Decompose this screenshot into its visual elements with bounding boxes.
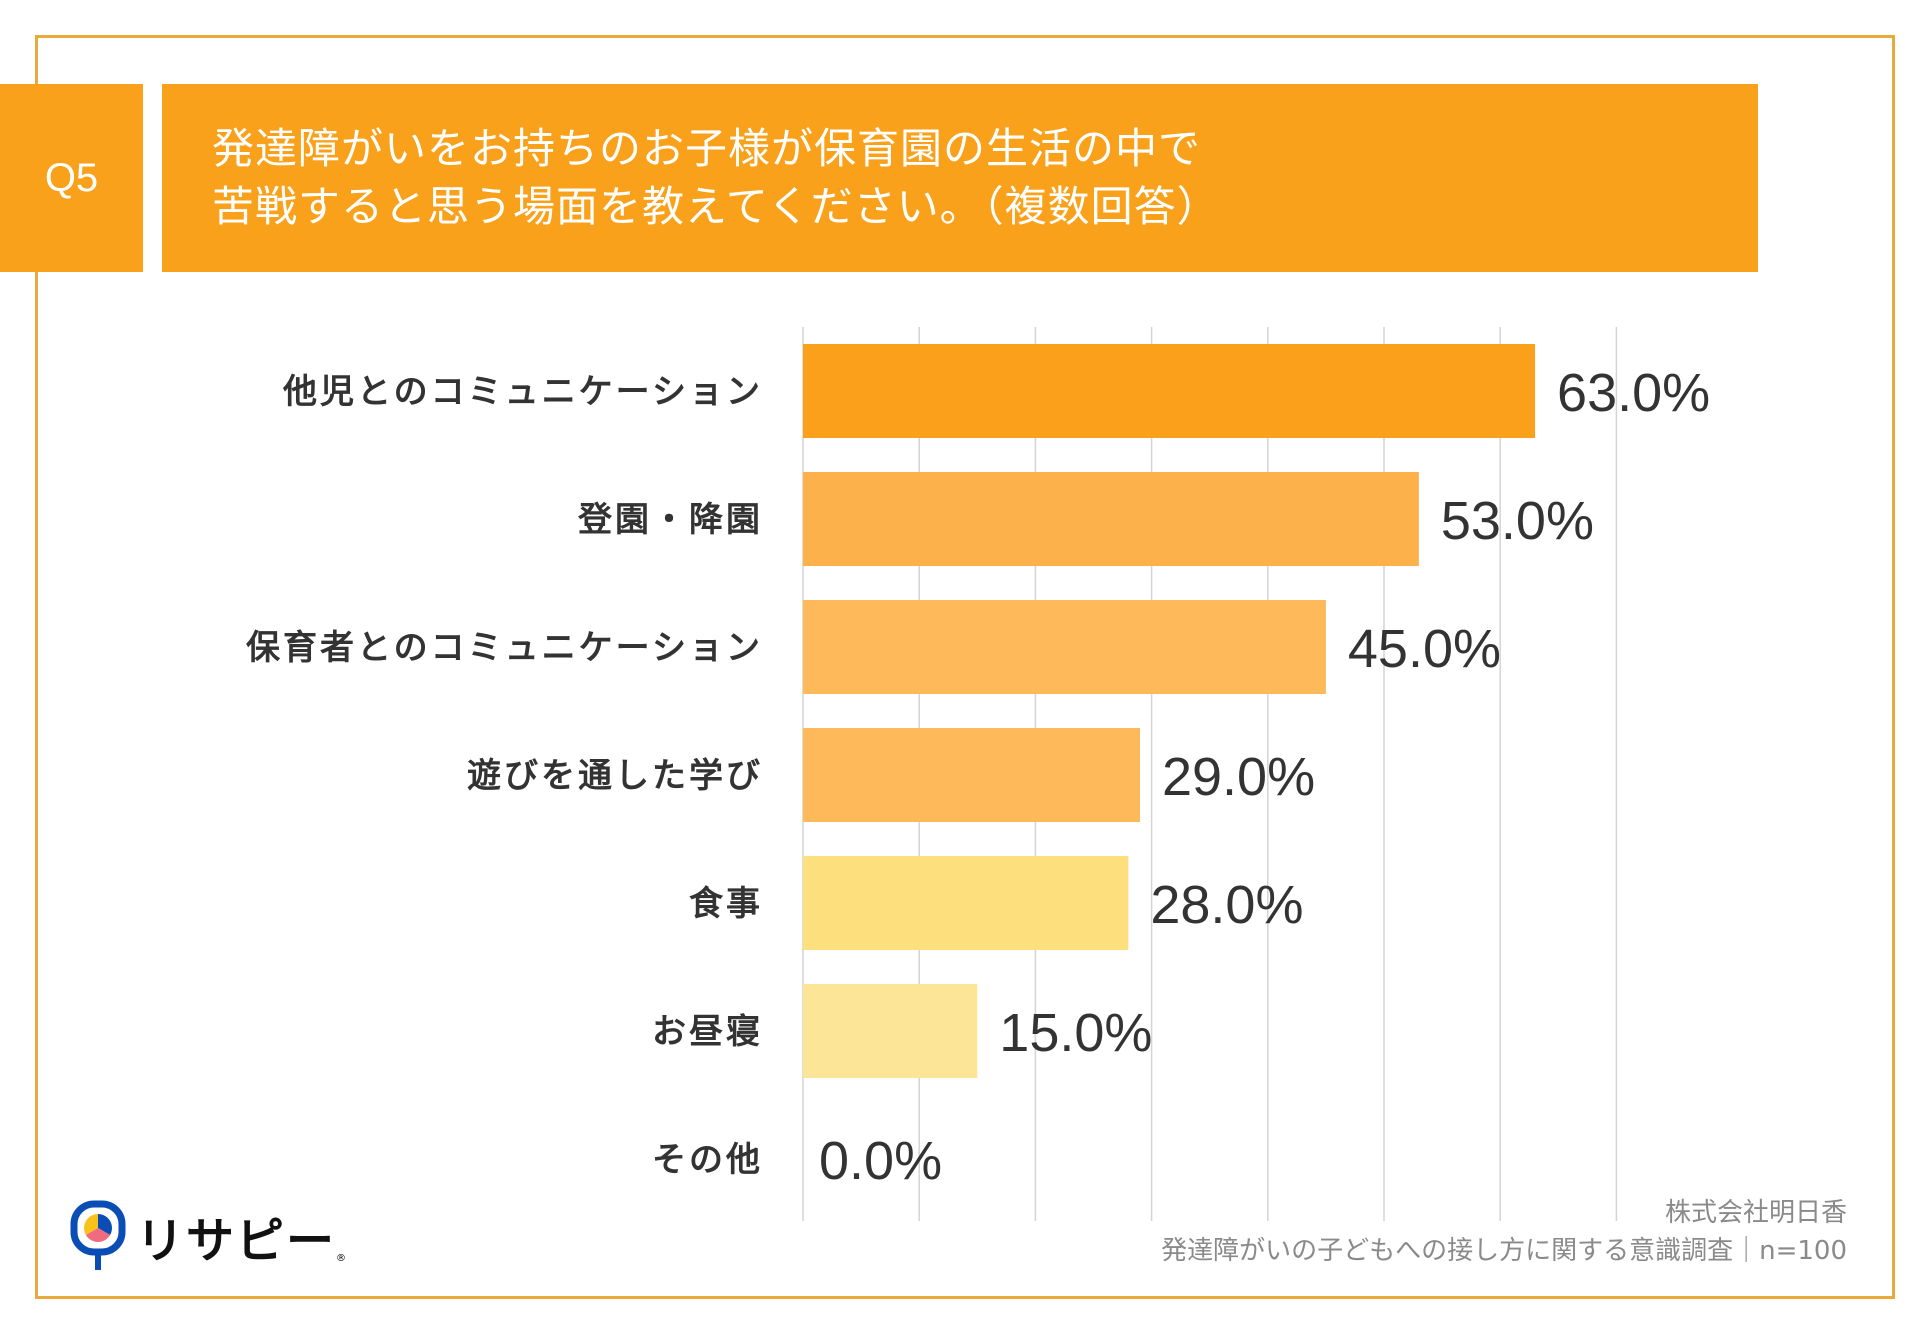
- category-label: 保育者とのコミュニケーション: [246, 628, 763, 668]
- value-label: 15.0%: [999, 1003, 1152, 1063]
- value-label: 29.0%: [1162, 747, 1315, 807]
- category-label: 遊びを通した学び: [467, 756, 763, 796]
- footer-company: 株式会社明日香: [1664, 1198, 1847, 1228]
- chart-frame: [35, 35, 1895, 1299]
- logo-registered-mark: ®: [336, 1253, 347, 1264]
- footer-source: 株式会社明日香 発達障がいの子どもへの接し方に関する意識調査｜n=100: [1161, 1194, 1847, 1270]
- logo-pin-icon: [70, 1200, 126, 1270]
- category-label: お昼寝: [652, 1012, 763, 1052]
- bar: [803, 856, 1129, 950]
- question-title-line-1: 発達障がいをお持ちのお子様が保育園の生活の中で: [212, 124, 1202, 173]
- value-label: 63.0%: [1557, 363, 1710, 423]
- bar: [803, 472, 1419, 566]
- footer-survey: 発達障がいの子どもへの接し方に関する意識調査｜n=100: [1161, 1236, 1847, 1266]
- question-title-line-2: 苦戦すると思う場面を教えてください。（複数回答）: [212, 182, 1220, 231]
- bar: [803, 984, 978, 1078]
- value-label: 45.0%: [1348, 619, 1501, 679]
- value-label: 28.0%: [1150, 875, 1303, 935]
- value-label: 53.0%: [1441, 491, 1594, 551]
- category-label: 登園・降園: [577, 500, 763, 540]
- logo: リサピー ®: [70, 1200, 346, 1272]
- logo-text: リサピー: [136, 1213, 337, 1269]
- category-label: 食事: [689, 884, 763, 924]
- value-label: 0.0%: [819, 1131, 942, 1191]
- category-label: その他: [652, 1140, 763, 1180]
- bar: [803, 344, 1536, 438]
- question-number: Q5: [0, 84, 143, 272]
- bar: [803, 728, 1140, 822]
- bar: [803, 600, 1326, 694]
- category-label: 他児とのコミュニケーション: [282, 372, 763, 412]
- question-title: 発達障がいをお持ちのお子様が保育園の生活の中で 苦戦すると思う場面を教えてくださ…: [162, 84, 1758, 272]
